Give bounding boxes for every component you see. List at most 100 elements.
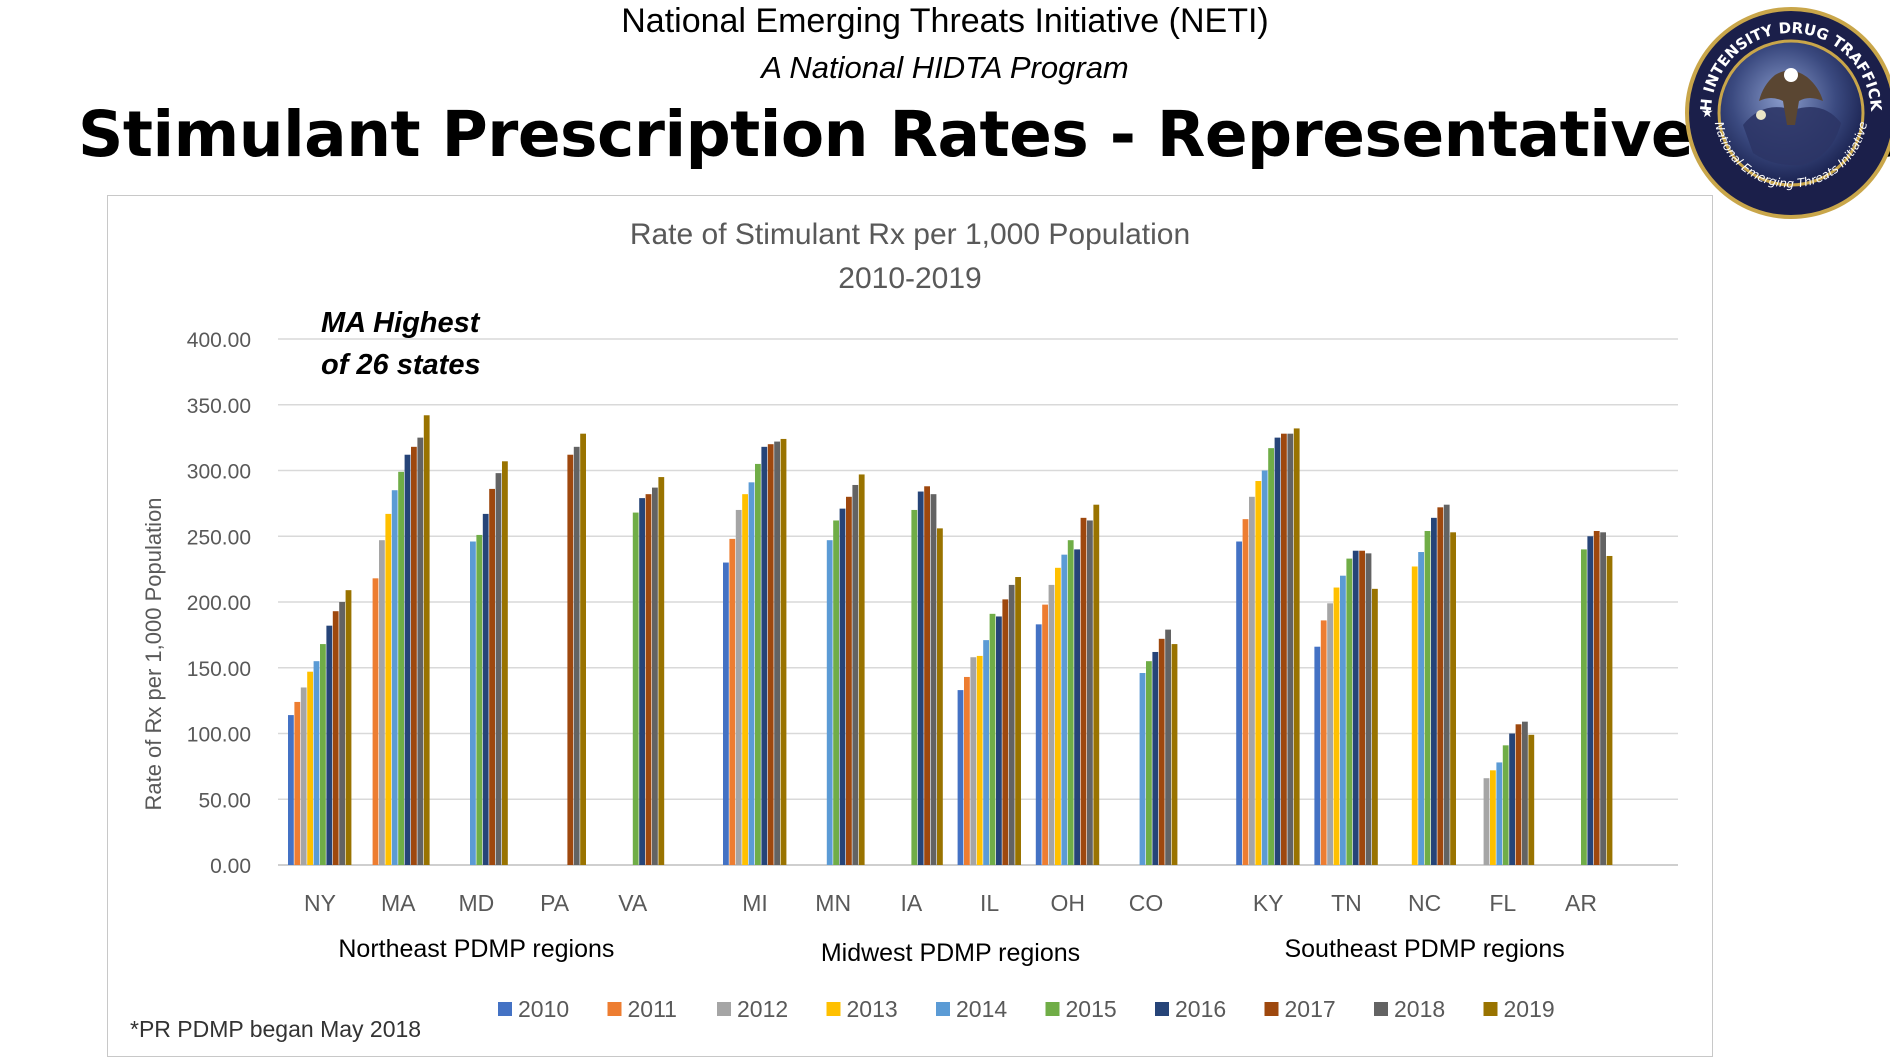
bar-fl-2014 xyxy=(1496,762,1503,865)
bar-oh-2011 xyxy=(1042,604,1048,865)
y-tick-label: 0.00 xyxy=(210,855,251,878)
x-tick-label: KY xyxy=(1253,890,1284,916)
bar-il-2011 xyxy=(964,676,970,865)
bar-va-2019 xyxy=(658,477,665,865)
bar-ar-2016 xyxy=(1587,536,1594,865)
bar-il-2018 xyxy=(1008,584,1015,865)
bar-md-2016 xyxy=(482,513,489,865)
bar-ky-2017 xyxy=(1281,433,1287,865)
legend-swatch-2015 xyxy=(1045,1002,1060,1016)
bar-ny-2017 xyxy=(332,611,339,865)
bar-ma-2018 xyxy=(417,437,424,865)
bar-md-2014 xyxy=(470,541,476,865)
bar-tn-2018 xyxy=(1365,553,1372,865)
y-tick-label: 300.00 xyxy=(187,461,251,484)
bar-mn-2019 xyxy=(858,474,865,865)
bar-tn-2017 xyxy=(1359,550,1365,865)
legend-swatch-2012 xyxy=(717,1002,731,1016)
bar-fl-2019 xyxy=(1528,734,1535,865)
bar-oh-2012 xyxy=(1048,584,1055,865)
bar-ky-2018 xyxy=(1287,433,1294,865)
bar-oh-2010 xyxy=(1035,624,1042,865)
bar-co-2018 xyxy=(1165,629,1171,865)
chart-subtitle: 2010-2019 xyxy=(838,262,981,295)
bar-il-2012 xyxy=(970,657,977,865)
bar-ny-2012 xyxy=(300,687,307,865)
bar-oh-2017 xyxy=(1080,517,1087,865)
bar-nc-2018 xyxy=(1443,504,1450,865)
bar-ar-2015 xyxy=(1581,549,1587,865)
y-tick-label: 400.00 xyxy=(187,329,251,352)
bar-co-2019 xyxy=(1171,644,1178,865)
x-tick-label: NY xyxy=(304,890,336,916)
legend-label: 2013 xyxy=(847,996,898,1022)
bar-mi-2019 xyxy=(780,438,787,865)
bar-mi-2016 xyxy=(761,446,768,865)
legend-swatch-2010 xyxy=(498,1002,512,1016)
bar-co-2016 xyxy=(1152,651,1159,865)
bar-va-2015 xyxy=(632,512,639,865)
bar-ny-2010 xyxy=(288,715,294,865)
x-tick-label: MD xyxy=(459,890,495,916)
bar-pa-2019 xyxy=(580,433,586,865)
annotation-line-2: of 26 states xyxy=(321,349,481,381)
bar-ia-2018 xyxy=(930,494,937,865)
legend-label: 2014 xyxy=(956,996,1007,1022)
legend-label: 2019 xyxy=(1504,996,1555,1022)
bar-ny-2018 xyxy=(339,602,345,865)
legend-label: 2016 xyxy=(1175,996,1226,1022)
bar-mi-2018 xyxy=(774,441,780,865)
bar-fl-2015 xyxy=(1502,745,1509,865)
bar-ky-2011 xyxy=(1242,519,1249,865)
bar-nc-2015 xyxy=(1424,530,1431,865)
bar-ia-2015 xyxy=(911,509,918,865)
x-tick-label: AR xyxy=(1565,890,1597,916)
bar-tn-2016 xyxy=(1352,550,1359,865)
legend-label: 2018 xyxy=(1394,996,1445,1022)
bar-ar-2017 xyxy=(1593,530,1600,865)
bar-mi-2010 xyxy=(723,562,729,865)
bar-tn-2014 xyxy=(1340,575,1346,865)
bar-mn-2014 xyxy=(826,540,833,865)
legend-swatch-2016 xyxy=(1155,1002,1169,1016)
bar-ma-2017 xyxy=(411,446,417,865)
bar-ar-2019 xyxy=(1606,555,1613,865)
y-tick-label: 200.00 xyxy=(187,592,251,615)
bar-chart: Rate of Stimulant Rx per 1,000 Populatio… xyxy=(141,218,1678,1022)
bar-nc-2019 xyxy=(1450,532,1456,865)
bar-ny-2013 xyxy=(307,671,313,865)
bar-ny-2014 xyxy=(313,661,320,865)
legend-swatch-2011 xyxy=(607,1002,622,1016)
bar-il-2010 xyxy=(957,690,964,865)
bar-ky-2019 xyxy=(1293,428,1300,865)
hidta-seal-logo: HIGH INTENSITY DRUG TRAFFICKING National… xyxy=(1683,5,1890,219)
bar-tn-2010 xyxy=(1314,646,1321,865)
legend-label: 2012 xyxy=(737,996,788,1022)
logo-continent xyxy=(1743,106,1841,166)
bar-co-2014 xyxy=(1139,673,1146,865)
legend-label: 2011 xyxy=(628,996,677,1022)
x-tick-label: FL xyxy=(1489,890,1516,916)
bar-co-2017 xyxy=(1158,638,1165,865)
x-tick-label: MN xyxy=(815,890,851,916)
legend-swatch-2013 xyxy=(826,1002,841,1016)
x-tick-label: IA xyxy=(901,890,923,916)
bar-nc-2014 xyxy=(1418,552,1424,865)
y-tick-label: 100.00 xyxy=(187,724,251,747)
program-line: A National HIDTA Program xyxy=(761,50,1129,85)
bar-md-2017 xyxy=(489,488,495,865)
bar-fl-2012 xyxy=(1483,778,1490,865)
y-axis-label: Rate of Rx per 1,000 Population xyxy=(141,497,166,810)
x-tick-label: IL xyxy=(980,890,999,916)
bar-ma-2016 xyxy=(404,454,411,865)
bar-co-2015 xyxy=(1146,661,1152,865)
bar-mn-2015 xyxy=(833,520,839,865)
bar-tn-2015 xyxy=(1346,558,1353,865)
y-tick-label: 150.00 xyxy=(187,658,251,681)
bar-mi-2014 xyxy=(748,482,755,865)
bar-ar-2018 xyxy=(1600,532,1606,865)
footnote: *PR PDMP began May 2018 xyxy=(130,1016,422,1042)
bar-ia-2019 xyxy=(937,528,943,865)
bar-il-2013 xyxy=(976,655,983,865)
bar-tn-2011 xyxy=(1320,620,1327,865)
